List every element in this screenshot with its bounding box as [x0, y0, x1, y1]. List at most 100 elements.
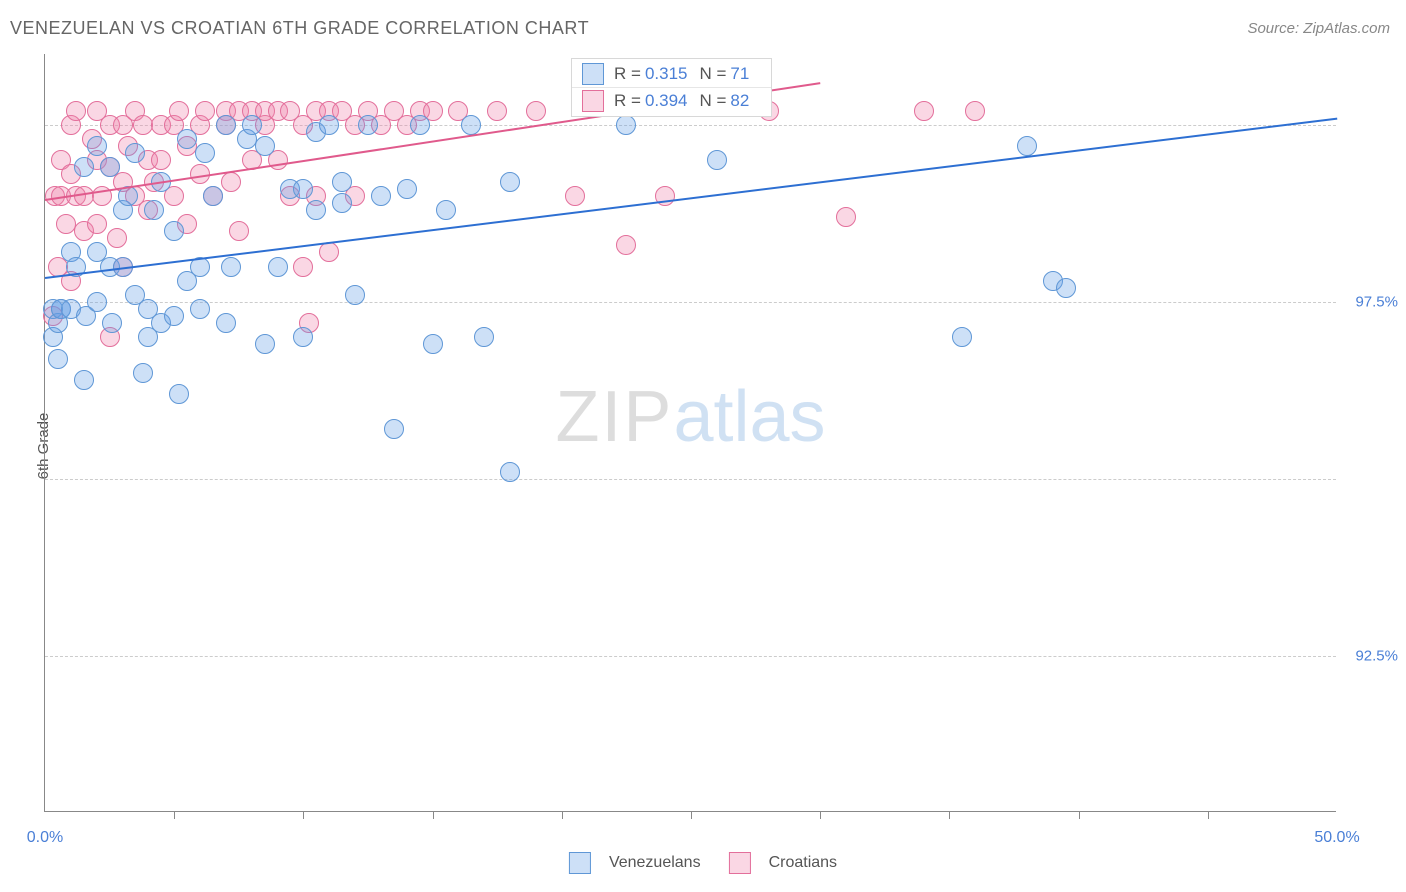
point-croatians — [66, 101, 86, 121]
point-croatians — [107, 228, 127, 248]
legend-item-croatians: Croatians — [729, 852, 837, 874]
point-venezuelans — [423, 334, 443, 354]
y-tick-label: 97.5% — [1355, 293, 1398, 310]
gridline — [45, 302, 1336, 303]
stats-value-n: 71 — [730, 64, 749, 84]
x-tick-label: 50.0% — [1314, 829, 1359, 847]
watermark-zip: ZIP — [555, 377, 673, 457]
point-venezuelans — [48, 349, 68, 369]
point-venezuelans — [474, 327, 494, 347]
point-croatians — [965, 101, 985, 121]
stats-row-croatians: R = 0.394 N = 82 — [572, 87, 771, 114]
chart-title: VENEZUELAN VS CROATIAN 6TH GRADE CORRELA… — [10, 18, 589, 39]
point-venezuelans — [164, 306, 184, 326]
point-venezuelans — [371, 186, 391, 206]
scatter-plot-area: ZIPatlas 92.5%97.5%0.0%50.0%R = 0.315N =… — [44, 54, 1336, 812]
x-tick — [1208, 811, 1209, 819]
point-venezuelans — [74, 370, 94, 390]
point-venezuelans — [102, 313, 122, 333]
point-venezuelans — [616, 115, 636, 135]
point-croatians — [836, 207, 856, 227]
point-venezuelans — [332, 172, 352, 192]
x-tick-label: 0.0% — [27, 829, 63, 847]
point-venezuelans — [169, 384, 189, 404]
watermark-atlas: atlas — [673, 377, 825, 457]
point-venezuelans — [216, 313, 236, 333]
x-tick — [949, 811, 950, 819]
point-venezuelans — [144, 200, 164, 220]
point-croatians — [195, 101, 215, 121]
point-croatians — [565, 186, 585, 206]
bottom-legend: Venezuelans Croatians — [569, 852, 837, 874]
point-venezuelans — [332, 193, 352, 213]
x-tick — [820, 811, 821, 819]
point-venezuelans — [133, 363, 153, 383]
point-croatians — [56, 214, 76, 234]
point-venezuelans — [87, 292, 107, 312]
point-venezuelans — [125, 143, 145, 163]
point-croatians — [151, 150, 171, 170]
point-venezuelans — [190, 299, 210, 319]
x-tick — [303, 811, 304, 819]
point-venezuelans — [221, 257, 241, 277]
point-venezuelans — [100, 157, 120, 177]
stats-label-n: N = — [699, 64, 726, 84]
point-venezuelans — [345, 285, 365, 305]
point-venezuelans — [242, 115, 262, 135]
y-tick-label: 92.5% — [1355, 648, 1398, 665]
stats-swatch — [582, 63, 604, 85]
point-croatians — [487, 101, 507, 121]
point-croatians — [319, 242, 339, 262]
point-venezuelans — [461, 115, 481, 135]
point-venezuelans — [952, 327, 972, 347]
point-venezuelans — [306, 200, 326, 220]
stats-value-r: 0.315 — [645, 64, 688, 84]
gridline — [45, 125, 1336, 126]
point-venezuelans — [500, 462, 520, 482]
x-tick — [691, 811, 692, 819]
point-venezuelans — [1017, 136, 1037, 156]
stats-swatch — [582, 90, 604, 112]
gridline — [45, 656, 1336, 657]
stats-value-n: 82 — [730, 91, 749, 111]
point-croatians — [87, 214, 107, 234]
point-venezuelans — [216, 115, 236, 135]
legend-label-venezuelans: Venezuelans — [609, 854, 701, 872]
point-venezuelans — [255, 136, 275, 156]
point-venezuelans — [436, 200, 456, 220]
legend-item-venezuelans: Venezuelans — [569, 852, 701, 874]
point-venezuelans — [397, 179, 417, 199]
x-tick — [433, 811, 434, 819]
point-croatians — [133, 115, 153, 135]
point-croatians — [221, 172, 241, 192]
watermark: ZIPatlas — [555, 376, 825, 458]
stats-legend: R = 0.315 N = 71 R = 0.394 N = 82 — [571, 58, 772, 117]
x-tick — [562, 811, 563, 819]
x-tick — [1079, 811, 1080, 819]
point-venezuelans — [195, 143, 215, 163]
point-croatians — [616, 235, 636, 255]
point-venezuelans — [203, 186, 223, 206]
point-venezuelans — [1056, 278, 1076, 298]
point-venezuelans — [74, 157, 94, 177]
point-venezuelans — [358, 115, 378, 135]
point-croatians — [229, 221, 249, 241]
stats-label-r: R = — [614, 64, 641, 84]
point-venezuelans — [268, 257, 288, 277]
point-venezuelans — [255, 334, 275, 354]
point-croatians — [169, 101, 189, 121]
point-venezuelans — [410, 115, 430, 135]
point-venezuelans — [177, 129, 197, 149]
point-venezuelans — [319, 115, 339, 135]
legend-swatch-croatians — [729, 852, 751, 874]
point-croatians — [526, 101, 546, 121]
point-venezuelans — [293, 327, 313, 347]
point-venezuelans — [164, 221, 184, 241]
stats-row-venezuelans: R = 0.315 N = 71 — [572, 61, 771, 87]
point-croatians — [293, 257, 313, 277]
gridline — [45, 479, 1336, 480]
stats-label-r: R = — [614, 91, 641, 111]
stats-value-r: 0.394 — [645, 91, 688, 111]
point-venezuelans — [707, 150, 727, 170]
stats-label-n: N = — [699, 91, 726, 111]
